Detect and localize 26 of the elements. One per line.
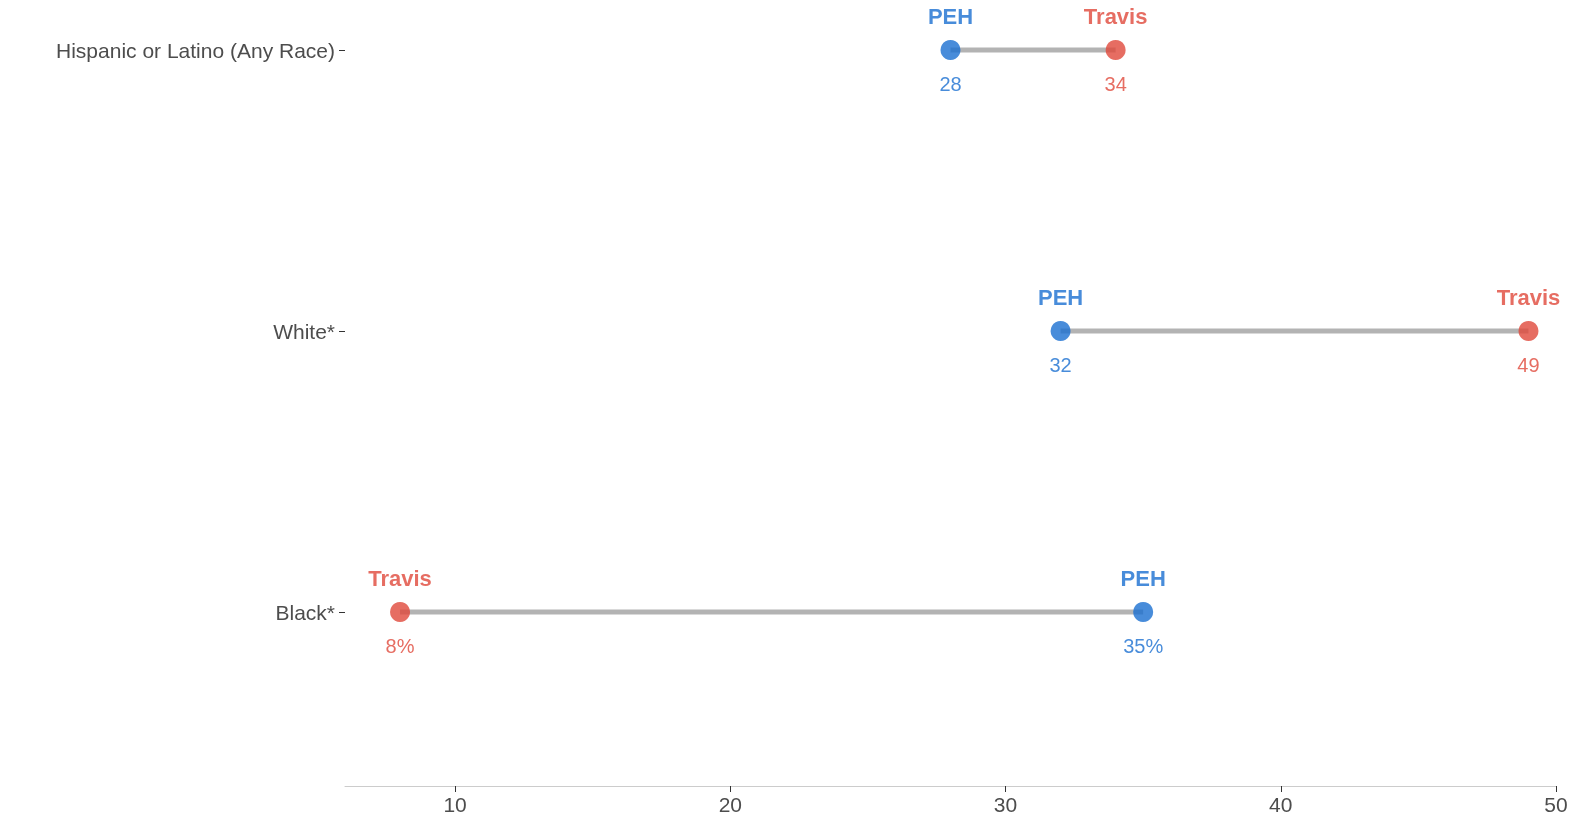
data-label: 34 — [1104, 73, 1127, 95]
text: Travis — [1083, 3, 1148, 29]
x-tick-label: 20 — [718, 793, 742, 816]
data-label: 49 — [1517, 354, 1540, 376]
x-tick-label: 50 — [1544, 793, 1568, 816]
data-label: 28 — [939, 73, 962, 95]
series-label: PEH — [1037, 284, 1084, 310]
y-tick-label: Black* — [275, 600, 335, 624]
data-label: 8% — [385, 635, 415, 657]
text: PEH — [1120, 565, 1166, 591]
y-tick-label: White* — [273, 319, 335, 343]
x-tick-label: 30 — [993, 793, 1018, 816]
series-label: Travis — [368, 565, 432, 591]
point — [1518, 321, 1539, 341]
text: Travis — [1496, 284, 1561, 310]
data-label: 35% — [1123, 635, 1164, 657]
point — [1105, 40, 1126, 60]
x-tick-label: 10 — [443, 793, 467, 816]
point — [940, 40, 961, 60]
point — [390, 602, 411, 622]
y-tick-label: Hispanic or Latino (Any Race) — [56, 38, 335, 62]
data-label: 32 — [1049, 354, 1072, 376]
text: PEH — [927, 3, 974, 29]
point — [1133, 602, 1154, 622]
point — [1050, 321, 1071, 341]
x-tick-label: 40 — [1269, 793, 1293, 816]
